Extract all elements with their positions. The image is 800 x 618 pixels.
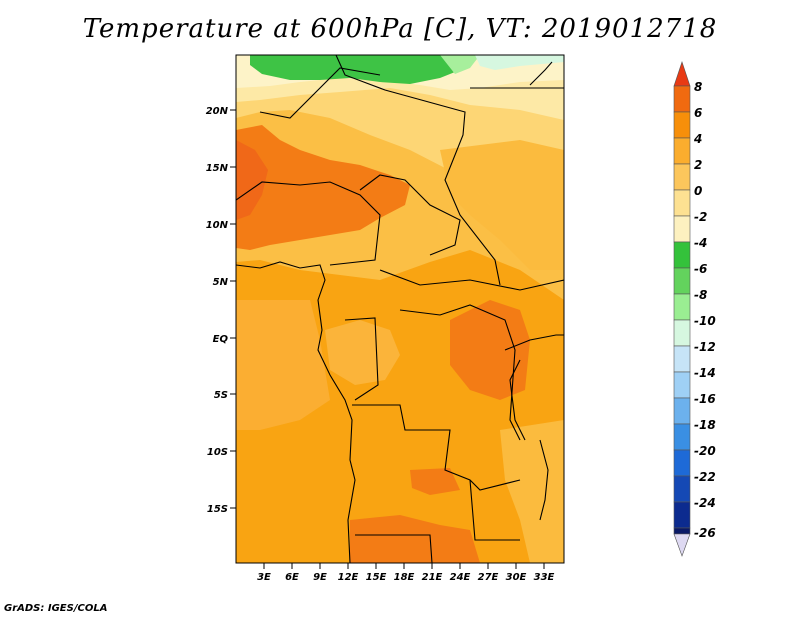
colorbar-segment [673,293,691,321]
border-chad [359,174,461,256]
lon-label-24e: 24E [450,572,471,583]
colorbar-segment [673,319,691,347]
lon-label-15e: 15E [366,572,387,583]
colorbar-label: -18 [694,418,716,432]
temp-band-neg8-to-neg6 [250,55,470,84]
border-north [335,55,501,286]
lake-tanganyika [509,359,526,441]
lon-label-3e: 3E [257,572,271,583]
colorbar-label: -24 [694,496,716,510]
lon-label-9e: 9E [313,572,327,583]
lat-label-10n: 10N [206,220,229,231]
lat-label-eq: EQ [213,334,229,345]
colorbar-label: -12 [694,340,716,354]
temp-band-4-to-6-east [450,300,530,400]
lat-label-10s: 10S [207,447,228,458]
temp-band-0-to-2-east [440,140,564,270]
colorbar: 8 6 4 2 0 -2 -4 -6 -8 -10 -12 -14 -16 -1… [673,61,716,557]
lake-malawi [539,439,549,521]
lon-label-33e: 33E [534,572,555,583]
colorbar-segment [673,137,691,165]
colorbar-segment [673,85,691,113]
colorbar-label: 2 [694,158,702,172]
colorbar-label: -2 [694,210,707,224]
colorbar-segment [673,267,691,295]
colorbar-label: -4 [694,236,707,250]
coastline-west [236,261,356,563]
lon-label-12e: 12E [338,572,359,583]
colorbar-segment [673,163,691,191]
border-car-south [379,269,564,291]
temp-band-4-to-6-south [350,515,480,563]
border-drc-east [399,304,521,441]
temp-band-neg12-to-neg10 [475,55,564,70]
border-drc-south [352,404,521,491]
colorbar-label: -14 [694,366,716,380]
coastlines-and-borders [236,55,564,563]
plot-title: Temperature at 600hPa [C], VT: 201901271… [82,14,718,44]
temp-band-congo-light [325,320,400,385]
colorbar-bottom-arrow [673,533,691,557]
colorbar-segment [673,345,691,373]
lat-label-15s: 15S [207,504,228,515]
longitude-axis: 3E 6E 9E 12E 15E 18E 21E 24E 27E 30E 33E [257,563,555,583]
temp-band-atlantic [236,300,330,430]
colorbar-segment [673,527,691,535]
temp-band-4-to-6 [236,125,410,250]
colorbar-segment [673,189,691,217]
red-sea-coast [529,61,553,86]
border-northwest [259,67,381,119]
colorbar-segment [673,501,691,529]
colorbar-label: -8 [694,288,707,302]
temp-band-0-to-2-southeast [500,420,564,563]
temp-band-neg10-to-neg8 [440,55,480,74]
colorbar-label: -16 [694,392,716,406]
grads-credit: GrADS: IGES/COLA [4,603,108,614]
colorbar-segment [673,241,691,269]
colorbar-label: -22 [694,470,716,484]
border-uganda [504,334,564,351]
colorbar-segment [673,397,691,425]
border-congo [344,317,379,401]
temperature-field [236,55,564,563]
colorbar-segment [673,111,691,139]
lon-label-30e: 30E [506,572,527,583]
lat-label-20n: 20N [206,106,229,117]
lon-label-27e: 27E [478,572,499,583]
temp-band-6-to-8-west [236,140,268,220]
colorbar-label: 0 [694,184,702,198]
colorbar-label: 4 [693,132,702,146]
colorbar-label: -10 [694,314,716,328]
temp-band-4-to-6-patch [410,468,460,495]
border-namibia [355,534,433,563]
lon-label-21e: 21E [422,572,443,583]
map-frame [235,54,565,564]
colorbar-label: 6 [694,106,702,120]
border-nigeria [236,181,381,266]
lat-label-5n: 5N [213,277,229,288]
border-zambia [469,479,520,541]
colorbar-segment [673,371,691,399]
colorbar-segment [673,215,691,243]
colorbar-segment [673,475,691,503]
colorbar-label: -20 [694,444,716,458]
lon-label-6e: 6E [285,572,299,583]
colorbar-label: -26 [694,526,716,540]
colorbar-label: -6 [694,262,707,276]
latitude-axis: 20N 15N 10N 5N EQ 5S 10S 15S [206,106,236,515]
colorbar-segment [673,449,691,477]
colorbar-segment [673,423,691,451]
lat-label-5s: 5S [214,390,228,401]
lat-label-15n: 15N [206,163,229,174]
lon-label-18e: 18E [394,572,415,583]
colorbar-top-arrow [673,61,691,87]
colorbar-label: 8 [694,80,702,94]
